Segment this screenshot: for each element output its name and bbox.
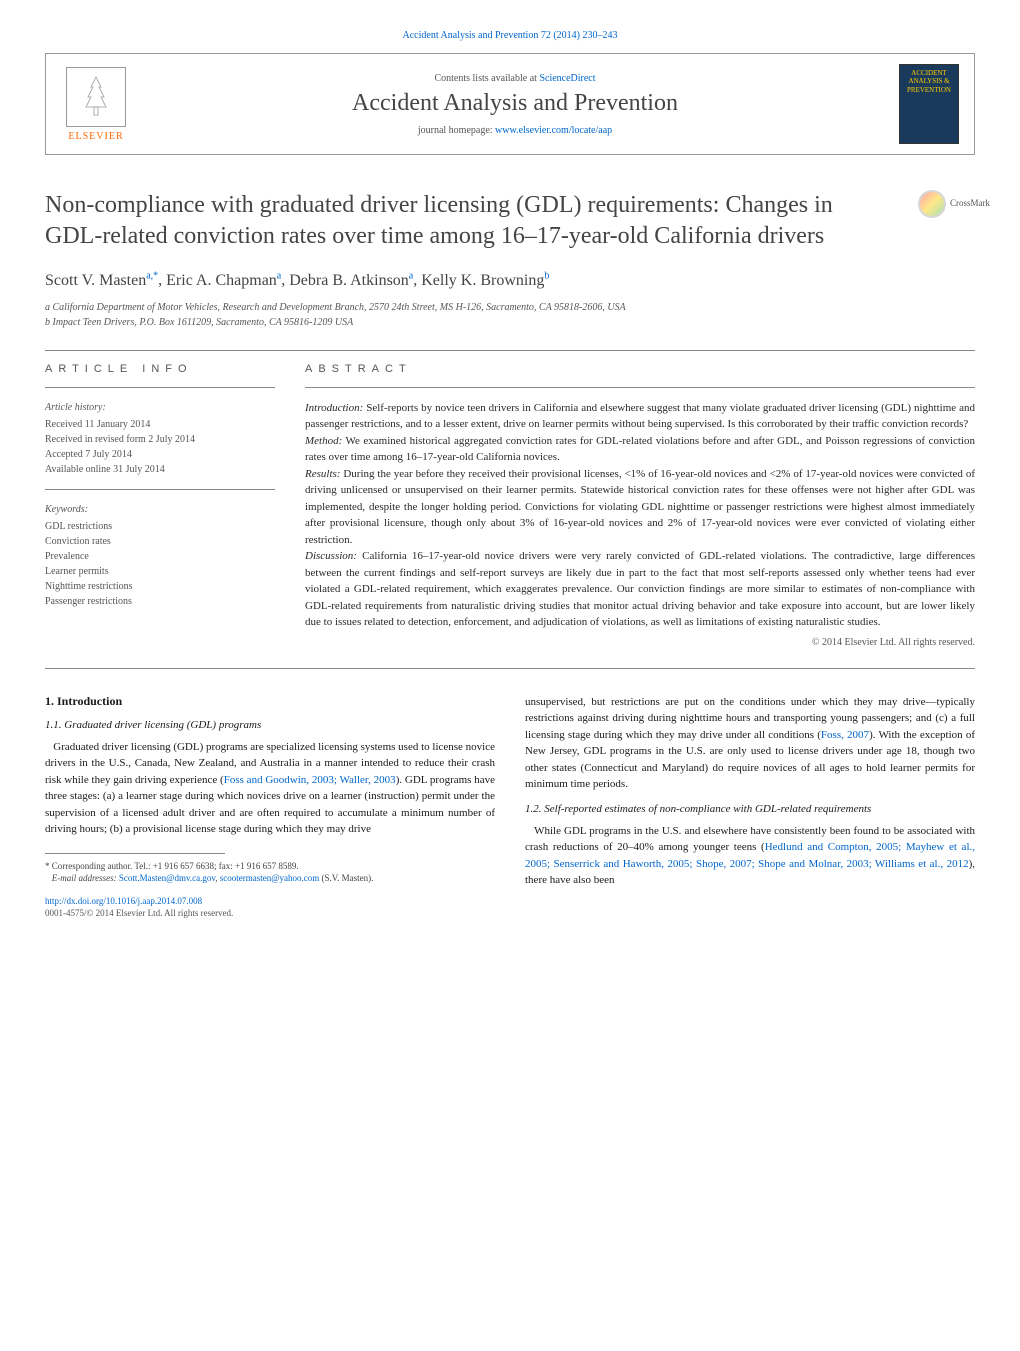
crossmark-label: CrossMark <box>950 198 990 210</box>
author: Debra B. Atkinsona <box>289 272 413 289</box>
article-info-header: article info <box>45 363 275 375</box>
section-1-2-heading: 1.2. Self-reported estimates of non-comp… <box>525 803 975 815</box>
para-1-2: While GDL programs in the U.S. and elsew… <box>525 823 975 889</box>
abstract-text: Introduction: Self-reports by novice tee… <box>305 400 975 631</box>
crossmark-badge[interactable]: CrossMark <box>918 190 990 218</box>
history-line: Accepted 7 July 2014 <box>45 447 275 462</box>
affiliation-line: b Impact Teen Drivers, P.O. Box 1611209,… <box>45 315 975 330</box>
journal-header-box: ELSEVIER Contents lists available at Sci… <box>45 53 975 155</box>
journal-name: Accident Analysis and Prevention <box>131 90 899 117</box>
citation-link[interactable]: Foss, 2007 <box>821 729 869 741</box>
author: Scott V. Mastena,* <box>45 272 158 289</box>
info-abstract-row: article info Article history: Received 1… <box>45 363 975 648</box>
history-title: Article history: <box>45 400 275 415</box>
history-line: Received 11 January 2014 <box>45 417 275 432</box>
abstract-copyright: © 2014 Elsevier Ltd. All rights reserved… <box>305 637 975 648</box>
affiliations: a California Department of Motor Vehicle… <box>45 300 975 330</box>
header-center: Contents lists available at ScienceDirec… <box>131 73 899 136</box>
author: Kelly K. Browningb <box>421 272 549 289</box>
doi-link[interactable]: http://dx.doi.org/10.1016/j.aap.2014.07.… <box>45 896 202 906</box>
author: Eric A. Chapmana <box>166 272 281 289</box>
keywords-list: GDL restrictionsConviction ratesPrevalen… <box>45 519 275 609</box>
homepage-label: journal homepage: <box>418 125 495 136</box>
section-1-heading: 1. Introduction <box>45 694 495 709</box>
para-1-1b: unsupervised, but restrictions are put o… <box>525 694 975 793</box>
divider-body <box>45 668 975 669</box>
article-history-block: Article history: Received 11 January 201… <box>45 400 275 477</box>
body-right-column: unsupervised, but restrictions are put o… <box>525 694 975 920</box>
email-line: E-mail addresses: Scott.Masten@dmv.ca.go… <box>45 872 495 885</box>
keywords-block: Keywords: GDL restrictionsConviction rat… <box>45 502 275 609</box>
keywords-title: Keywords: <box>45 502 275 517</box>
section-1-1-heading: 1.1. Graduated driver licensing (GDL) pr… <box>45 719 495 731</box>
affiliation-line: a California Department of Motor Vehicle… <box>45 300 975 315</box>
title-text: Non-compliance with graduated driver lic… <box>45 192 833 249</box>
divider-top <box>45 350 975 351</box>
journal-citation-link[interactable]: Accident Analysis and Prevention 72 (201… <box>45 30 975 41</box>
crossmark-icon <box>918 190 946 218</box>
sciencedirect-link[interactable]: ScienceDirect <box>539 73 595 84</box>
keyword: Prevalence <box>45 549 275 564</box>
bottom-meta: http://dx.doi.org/10.1016/j.aap.2014.07.… <box>45 895 495 920</box>
elsevier-label: ELSEVIER <box>68 131 123 142</box>
divider-info-2 <box>45 489 275 490</box>
divider-abstract <box>305 387 975 388</box>
abstract-section-text: During the year before they received the… <box>305 468 975 546</box>
footnote-divider <box>45 853 225 854</box>
abstract-section-label: Introduction: <box>305 402 363 414</box>
article-title: Non-compliance with graduated driver lic… <box>45 190 975 252</box>
keyword: Nighttime restrictions <box>45 579 275 594</box>
body-left-column: 1. Introduction 1.1. Graduated driver li… <box>45 694 495 920</box>
keyword: Passenger restrictions <box>45 594 275 609</box>
abstract-section-text: Self-reports by novice teen drivers in C… <box>305 402 975 431</box>
abstract-column: abstract Introduction: Self-reports by n… <box>305 363 975 648</box>
contents-available-text: Contents lists available at ScienceDirec… <box>131 73 899 84</box>
keyword: GDL restrictions <box>45 519 275 534</box>
abstract-section-label: Method: <box>305 435 342 447</box>
citation-link[interactable]: Foss and Goodwin, 2003; Waller, 2003 <box>224 774 396 786</box>
abstract-header: abstract <box>305 363 975 375</box>
author-affil-sup: a <box>409 270 413 281</box>
journal-cover-thumb: ACCIDENT ANALYSIS & PREVENTION <box>899 64 959 144</box>
divider-info-1 <box>45 387 275 388</box>
para-1-1: Graduated driver licensing (GDL) program… <box>45 739 495 838</box>
elsevier-tree-icon <box>66 67 126 127</box>
author-affil-sup: a <box>277 270 281 281</box>
contents-label: Contents lists available at <box>434 73 539 84</box>
issn-copyright: 0001-4575/© 2014 Elsevier Ltd. All right… <box>45 908 233 918</box>
history-line: Available online 31 July 2014 <box>45 462 275 477</box>
abstract-section-text: California 16–17-year-old novice drivers… <box>305 550 975 628</box>
email-link-1[interactable]: Scott.Masten@dmv.ca.gov <box>119 873 215 883</box>
email-label: E-mail addresses: <box>52 873 119 883</box>
elsevier-logo: ELSEVIER <box>61 64 131 144</box>
author-affil-sup: b <box>544 270 549 281</box>
history-line: Received in revised form 2 July 2014 <box>45 432 275 447</box>
body-columns: 1. Introduction 1.1. Graduated driver li… <box>45 694 975 920</box>
email-link-2[interactable]: scootermasten@yahoo.com <box>220 873 320 883</box>
journal-homepage: journal homepage: www.elsevier.com/locat… <box>131 125 899 136</box>
article-info-column: article info Article history: Received 1… <box>45 363 275 648</box>
keyword: Conviction rates <box>45 534 275 549</box>
author-affil-sup: a,* <box>146 270 158 281</box>
abstract-section-text: We examined historical aggregated convic… <box>305 435 975 464</box>
corr-author-line: * Corresponding author. Tel.: +1 916 657… <box>45 860 495 873</box>
abstract-section-label: Results: <box>305 468 340 480</box>
email-tail: (S.V. Masten). <box>319 873 373 883</box>
corresponding-author-footnote: * Corresponding author. Tel.: +1 916 657… <box>45 860 495 885</box>
abstract-section-label: Discussion: <box>305 550 357 562</box>
homepage-link[interactable]: www.elsevier.com/locate/aap <box>495 125 612 136</box>
authors-line: Scott V. Mastena,*, Eric A. Chapmana, De… <box>45 270 975 289</box>
keyword: Learner permits <box>45 564 275 579</box>
